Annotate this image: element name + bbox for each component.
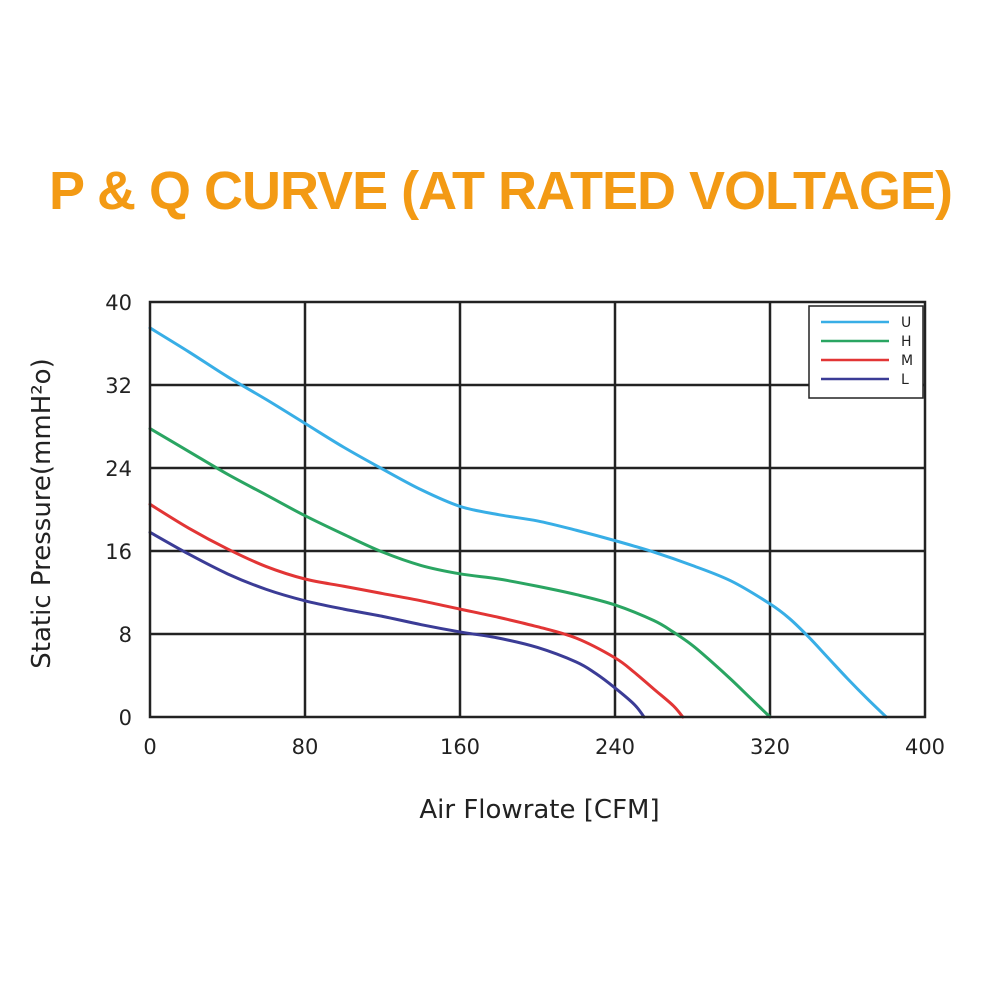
y-tick-label: 0 [119, 706, 132, 730]
y-tick-label: 16 [105, 540, 132, 564]
legend-label-m: M [901, 353, 913, 369]
y-tick-label: 40 [105, 291, 132, 315]
series-line-u [148, 326, 888, 719]
chart-title: P & Q CURVE (AT RATED VOLTAGE) [48, 161, 953, 221]
series-layer [148, 326, 888, 719]
y-tick-label: 32 [105, 374, 132, 398]
tick-labels: 0 80 160 240 320 400 0 8 16 24 32 40 [105, 291, 945, 759]
x-tick-label: 160 [440, 735, 480, 759]
y-tick-label: 8 [119, 623, 132, 647]
plot-frame [148, 300, 927, 719]
x-axis-label: Air Flowrate [CFM] [419, 795, 659, 825]
legend-label-u: U [901, 315, 911, 331]
series-line-m [148, 502, 685, 719]
series-line-l [148, 530, 646, 719]
x-tick-label: 400 [905, 735, 945, 759]
x-tick-label: 80 [292, 735, 319, 759]
legend-label-l: L [901, 372, 909, 388]
x-tick-label: 240 [595, 735, 635, 759]
x-tick-label: 320 [750, 735, 790, 759]
grid [150, 302, 925, 717]
x-tick-label: 0 [143, 735, 156, 759]
legend-label-h: H [901, 334, 912, 350]
y-tick-label: 24 [105, 457, 132, 481]
y-axis-label: Static Pressure(mmH²o) [27, 358, 57, 668]
series-line-h [148, 427, 772, 719]
